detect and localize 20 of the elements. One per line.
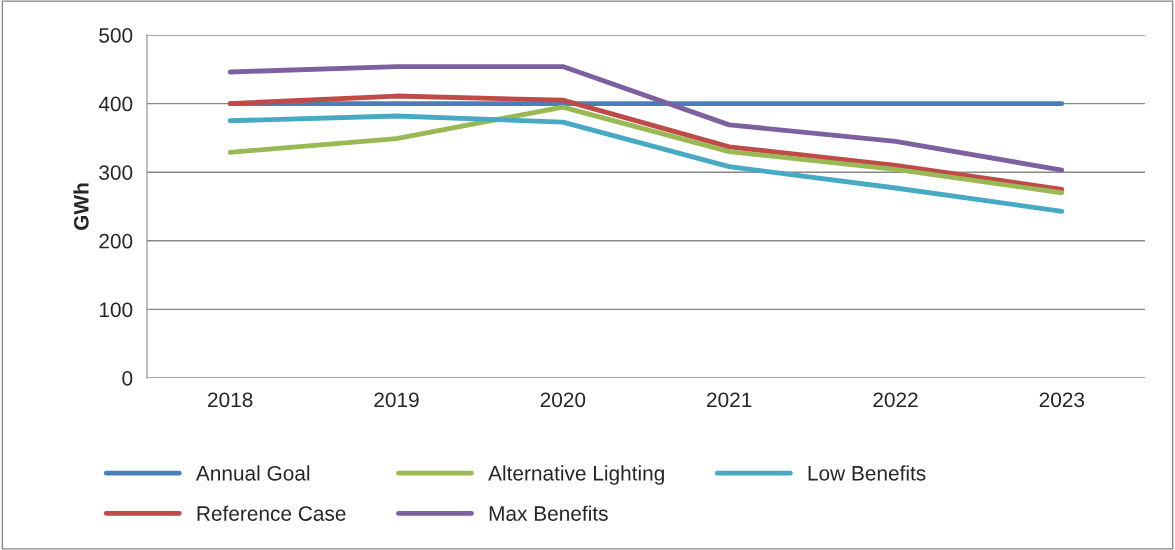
x-tick-label: 2023 — [1039, 392, 1085, 408]
legend-label: Reference Case — [197, 505, 346, 521]
x-tick-label: 2021 — [707, 392, 752, 408]
y-tick-label: 400 — [98, 96, 133, 112]
x-tick-label: 2020 — [540, 392, 586, 408]
x-tick-label: 2022 — [873, 392, 918, 408]
y-tick-label: 300 — [99, 165, 133, 180]
y-tick-label: 100 — [99, 302, 133, 318]
legend-label: Annual Goal — [195, 465, 310, 481]
line-series — [227, 113, 1065, 214]
legend-label: Max Benefits — [489, 505, 608, 521]
legend-label: Low Benefits — [808, 465, 926, 481]
x-tick-label: 2019 — [374, 392, 419, 408]
x-tick-label: 2018 — [208, 392, 253, 408]
y-tick-label: 200 — [99, 233, 133, 249]
legend-label: Alternative Lighting — [488, 465, 664, 485]
line-series — [227, 64, 1065, 173]
y-tick-label: 500 — [99, 28, 133, 43]
y-axis-title: GWh — [73, 183, 89, 230]
y-tick-label: 0 — [122, 371, 133, 386]
